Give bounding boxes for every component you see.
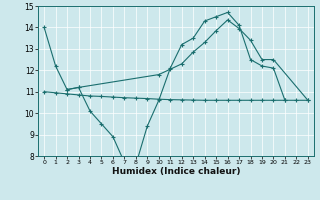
- X-axis label: Humidex (Indice chaleur): Humidex (Indice chaleur): [112, 167, 240, 176]
